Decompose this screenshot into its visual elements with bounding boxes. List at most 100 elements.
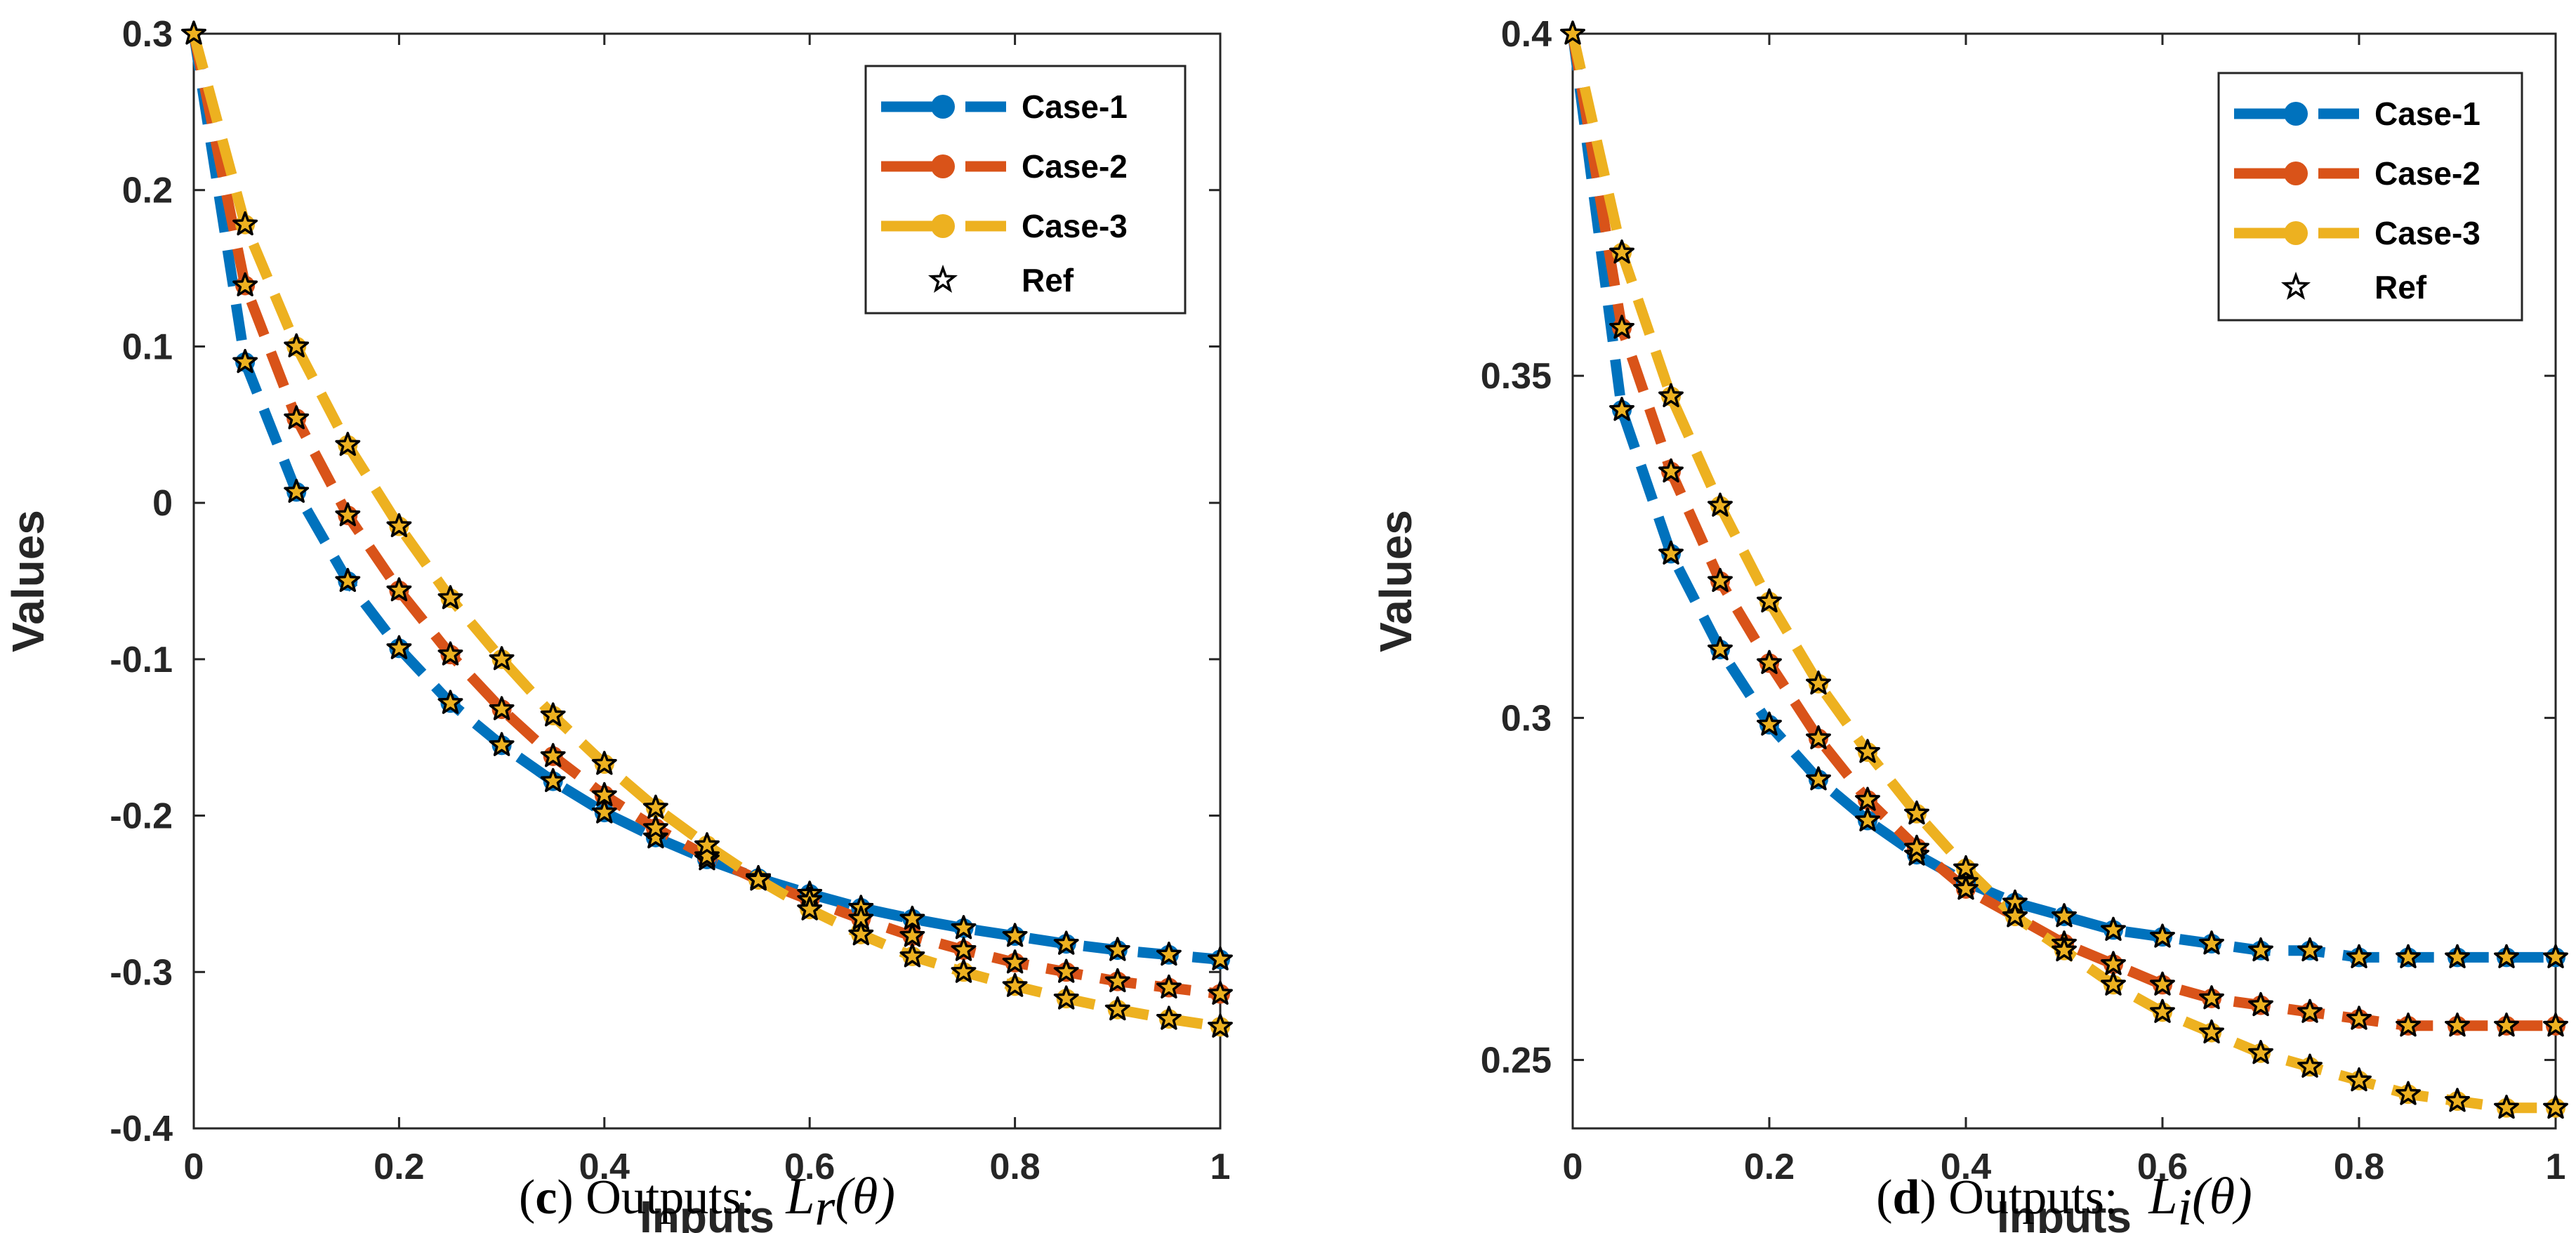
ref-point bbox=[2445, 1088, 2470, 1112]
ref-point bbox=[181, 20, 206, 45]
ref-point bbox=[591, 782, 617, 807]
legend-label-case-1: Case-1 bbox=[2374, 95, 2481, 132]
ref-point bbox=[2150, 971, 2175, 996]
ref-point bbox=[232, 211, 258, 236]
ref-point bbox=[540, 743, 566, 767]
ref-point bbox=[232, 348, 258, 374]
y-tick-label: 0.2 bbox=[122, 171, 173, 211]
ref-point bbox=[2543, 944, 2568, 968]
ref-point bbox=[2101, 971, 2126, 996]
ref-point bbox=[1208, 980, 1233, 1005]
ref-point bbox=[1658, 383, 1684, 407]
ref-point bbox=[1104, 968, 1130, 993]
y-axis-label: Values bbox=[1370, 510, 1421, 652]
ref-point bbox=[1002, 923, 1028, 947]
ref-point bbox=[2396, 944, 2421, 968]
x-tick-label: 0.2 bbox=[1744, 1147, 1795, 1187]
ref-point bbox=[1609, 315, 1634, 339]
legend-marker-ref bbox=[2280, 271, 2311, 300]
ref-point bbox=[386, 577, 412, 602]
legend-marker-case-1 bbox=[2284, 102, 2308, 126]
ref-point bbox=[540, 767, 566, 793]
ref-point bbox=[1806, 766, 1831, 791]
ref-point bbox=[1757, 711, 1782, 736]
ref-point bbox=[2052, 937, 2077, 962]
y-tick-label: 0.35 bbox=[1481, 356, 1552, 397]
y-tick-label: -0.4 bbox=[110, 1109, 173, 1149]
y-tick-label: -0.3 bbox=[110, 952, 173, 993]
ref-point bbox=[2543, 1095, 2568, 1119]
x-tick-label: 0.2 bbox=[374, 1147, 424, 1187]
x-tick-label: 0.8 bbox=[2334, 1147, 2384, 1187]
ref-point bbox=[386, 513, 412, 538]
ref-point bbox=[1002, 949, 1028, 974]
ref-point bbox=[694, 832, 720, 857]
ref-point bbox=[1053, 930, 1079, 955]
ref-point bbox=[2150, 998, 2175, 1023]
ref-point bbox=[591, 799, 617, 824]
legend-marker-case-1 bbox=[931, 95, 955, 119]
ref-point bbox=[1708, 492, 1733, 517]
ref-point bbox=[1658, 540, 1684, 565]
x-tick-label: 0 bbox=[184, 1147, 204, 1187]
x-tick-label: 0.8 bbox=[989, 1147, 1040, 1187]
ref-point bbox=[1053, 958, 1079, 983]
ref-point bbox=[1156, 942, 1182, 966]
ref-point bbox=[899, 923, 925, 947]
ref-point bbox=[2346, 944, 2372, 968]
ref-point bbox=[284, 333, 310, 357]
ref-point bbox=[591, 751, 617, 775]
y-tick-label: 0.3 bbox=[1501, 698, 1552, 739]
x-tick-label: 1 bbox=[2546, 1147, 2566, 1187]
x-tick-label: 0 bbox=[1563, 1147, 1583, 1187]
legend-label-ref: Ref bbox=[1022, 262, 1074, 298]
ref-point bbox=[437, 585, 463, 609]
x-tick-label: 0.6 bbox=[2137, 1147, 2188, 1187]
ref-point bbox=[1560, 20, 1585, 45]
ref-point bbox=[848, 921, 874, 946]
caption-subscript: i bbox=[2178, 1179, 2193, 1233]
ref-point bbox=[2494, 1013, 2519, 1037]
chart-panel-d: 0 0.2 0.4 0.6 0.8 10.250.30.350.4InputsValues… bbox=[1370, 14, 2568, 1233]
ref-point bbox=[1904, 800, 1929, 825]
y-tick-label: 0.3 bbox=[122, 14, 173, 55]
ref-point bbox=[335, 502, 361, 527]
legend-label-case-3: Case-3 bbox=[1022, 208, 1128, 244]
ref-point bbox=[642, 815, 668, 839]
caption-symbol: L bbox=[785, 1168, 814, 1225]
ref-point bbox=[2248, 1040, 2273, 1064]
legend-label-ref: Ref bbox=[2374, 269, 2427, 305]
caption-letter: c bbox=[535, 1171, 557, 1225]
series-line-case-1 bbox=[188, 32, 1221, 965]
ref-point bbox=[797, 896, 823, 921]
ref-point bbox=[2297, 1053, 2323, 1078]
ref-point bbox=[232, 272, 258, 297]
ref-point bbox=[2248, 937, 2273, 962]
ref-point bbox=[284, 405, 310, 430]
ref-point bbox=[2052, 903, 2077, 928]
panel-caption: (c) Outputs: Lr(θ) bbox=[519, 1168, 895, 1233]
y-axis-label: Values bbox=[3, 510, 53, 652]
y-tick-label: 0.25 bbox=[1481, 1041, 1552, 1081]
ref-point bbox=[1208, 946, 1233, 970]
x-tick-label: 0.4 bbox=[579, 1147, 630, 1187]
ref-point bbox=[951, 937, 977, 961]
ref-point bbox=[2346, 1005, 2372, 1030]
ref-point bbox=[1757, 650, 1782, 674]
ref-point bbox=[951, 958, 977, 983]
caption-arg: (θ) bbox=[2192, 1168, 2252, 1225]
legend: Case-1 Case-2 Case-3 Ref bbox=[2217, 72, 2523, 322]
caption-symbol: L bbox=[2148, 1168, 2177, 1225]
ref-point bbox=[1002, 972, 1028, 997]
ref-point bbox=[2199, 1019, 2224, 1044]
caption-text: Outputs: bbox=[574, 1171, 755, 1225]
legend-marker-ref bbox=[927, 264, 958, 293]
ref-point bbox=[2199, 930, 2224, 955]
x-axis-label: Inputs bbox=[640, 1192, 774, 1233]
ref-point bbox=[1609, 397, 1634, 421]
y-tick-label: -0.2 bbox=[110, 796, 173, 837]
ref-point bbox=[489, 732, 515, 756]
ref-point bbox=[2445, 1013, 2470, 1037]
ref-point bbox=[2396, 1013, 2421, 1037]
